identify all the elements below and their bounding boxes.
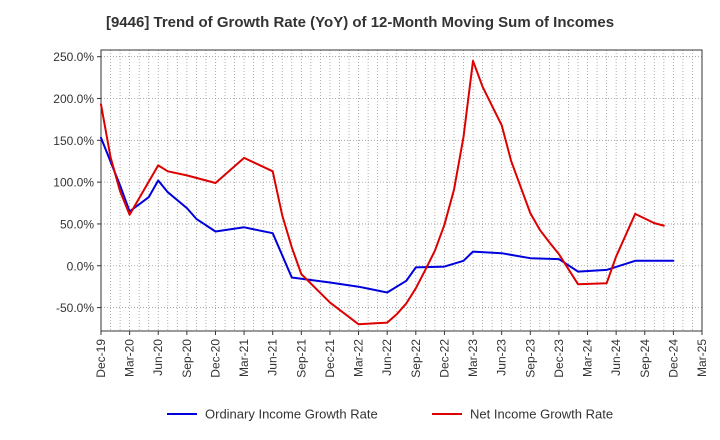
x-tick-label: Dec-22 bbox=[437, 339, 451, 378]
x-tick-label: Jun-21 bbox=[266, 339, 280, 376]
x-tick-label: Jun-22 bbox=[380, 339, 394, 376]
x-tick-label: Dec-19 bbox=[94, 339, 108, 378]
y-tick-label: 250.0% bbox=[53, 50, 94, 64]
x-tick-label: Dec-21 bbox=[323, 339, 337, 378]
y-tick-label: 0.0% bbox=[67, 259, 95, 273]
y-tick-label: 100.0% bbox=[53, 176, 94, 190]
ordinary-income-series-line bbox=[100, 136, 675, 294]
chart-title: [9446] Trend of Growth Rate (YoY) of 12-… bbox=[105, 14, 615, 31]
x-tick-label: Mar-21 bbox=[237, 339, 251, 377]
x-tick-label: Dec-23 bbox=[552, 339, 566, 378]
y-tick-label: -50.0% bbox=[56, 301, 94, 315]
x-tick-label: Mar-25 bbox=[695, 339, 709, 377]
net-income-series-line bbox=[100, 59, 665, 326]
x-tick-label: Mar-24 bbox=[581, 339, 595, 377]
x-tick-label: Sep-24 bbox=[638, 339, 652, 378]
x-tick-label: Sep-22 bbox=[409, 339, 423, 378]
x-tick-label: Sep-23 bbox=[523, 339, 537, 378]
x-tick-label: Sep-21 bbox=[294, 339, 308, 378]
x-tick-label: Jun-23 bbox=[495, 339, 509, 376]
x-tick-label: Mar-22 bbox=[352, 339, 366, 377]
x-tick-label: Mar-20 bbox=[123, 339, 137, 377]
x-tick-label: Dec-24 bbox=[666, 339, 680, 378]
x-tick-label: Sep-20 bbox=[180, 339, 194, 378]
y-tick-label: 50.0% bbox=[60, 217, 94, 231]
plot-area bbox=[101, 50, 702, 331]
y-tick-label: 200.0% bbox=[53, 92, 94, 106]
x-tick-label: Dec-20 bbox=[208, 339, 222, 378]
y-tick-label: 150.0% bbox=[53, 134, 94, 148]
legend-label: Ordinary Income Growth Rate bbox=[205, 407, 378, 422]
x-tick-label: Mar-23 bbox=[466, 339, 480, 377]
legend-label: Net Income Growth Rate bbox=[470, 407, 613, 422]
plot-frame bbox=[100, 49, 703, 332]
x-tick-label: Jun-24 bbox=[609, 339, 623, 376]
x-tick-label: Jun-20 bbox=[151, 339, 165, 376]
